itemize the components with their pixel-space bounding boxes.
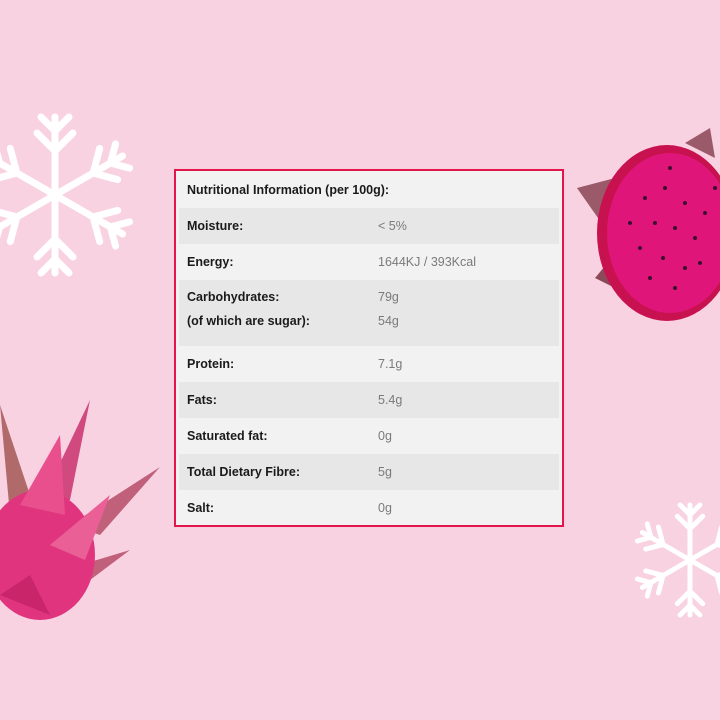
dragon-fruit-half	[577, 128, 720, 321]
table-header: Nutritional Information (per 100g):	[179, 172, 559, 208]
row-sub-value: 54g	[378, 314, 399, 328]
row-label: Salt:	[187, 501, 215, 515]
row-value: 1644KJ / 393Kcal	[378, 255, 476, 269]
row-label: Energy:	[187, 255, 234, 269]
row-label: Fats:	[187, 393, 217, 407]
table-row: Total Dietary Fibre: 5g	[179, 454, 559, 490]
snowflake-icon	[630, 500, 720, 620]
table-row: Carbohydrates: (of which are sugar): 79g 5…	[179, 280, 559, 346]
row-label: Protein:	[187, 357, 235, 371]
table-row: Fats: 5.4g	[179, 382, 559, 418]
snowflake-icon	[0, 113, 140, 280]
dragon-fruit-whole	[0, 400, 160, 620]
row-value: 7.1g	[378, 357, 403, 371]
row-value: < 5%	[378, 219, 407, 233]
row-label: Total Dietary Fibre:	[187, 465, 300, 479]
nutrition-table: Nutritional Information (per 100g): Mois…	[174, 169, 564, 527]
table-title: Nutritional Information (per 100g):	[187, 183, 390, 197]
row-value: 5g	[378, 465, 392, 479]
row-label: Saturated fat:	[187, 429, 268, 443]
table-row: Protein: 7.1g	[179, 346, 559, 382]
table-row: Moisture: < 5%	[179, 208, 559, 244]
table-row: Saturated fat: 0g	[179, 418, 559, 454]
row-value: 0g	[378, 429, 392, 443]
row-value: 0g	[378, 501, 392, 515]
row-value: 5.4g	[378, 393, 403, 407]
table-row: Salt: 0g	[179, 490, 559, 526]
row-label: Carbohydrates:	[187, 290, 280, 304]
row-sub-label: (of which are sugar):	[187, 314, 310, 328]
row-label: Moisture:	[187, 219, 244, 233]
table-row: Energy: 1644KJ / 393Kcal	[179, 244, 559, 280]
row-value: 79g	[378, 290, 399, 304]
